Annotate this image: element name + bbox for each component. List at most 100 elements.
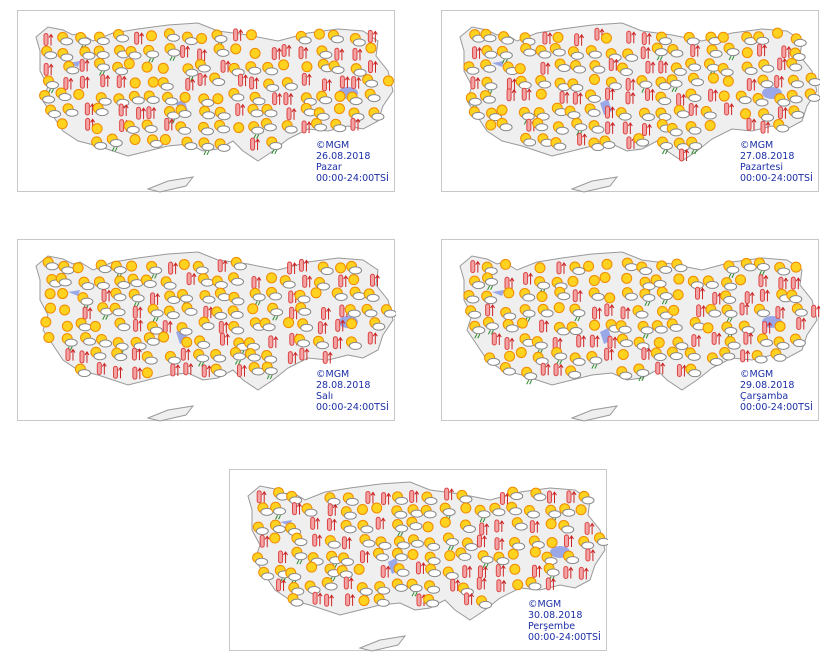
weather-icon bbox=[534, 276, 551, 294]
arrow bbox=[256, 276, 262, 289]
thermometer bbox=[380, 564, 386, 578]
weather-icon bbox=[632, 305, 649, 319]
weather-icon bbox=[345, 593, 356, 607]
thermometer bbox=[136, 106, 142, 120]
arrow bbox=[292, 351, 298, 364]
cloud bbox=[349, 266, 363, 275]
weather-icon bbox=[588, 137, 605, 152]
weather-icon bbox=[392, 518, 409, 537]
weather-icon bbox=[535, 74, 552, 89]
arrow bbox=[765, 289, 770, 302]
arrow bbox=[646, 347, 652, 360]
arrow bbox=[646, 32, 652, 45]
cloud bbox=[394, 510, 408, 519]
thermometer bbox=[531, 564, 537, 578]
weather-icon bbox=[685, 57, 702, 72]
arrow bbox=[105, 74, 111, 87]
arrow bbox=[552, 491, 557, 504]
cloud bbox=[82, 51, 96, 60]
thermometer bbox=[183, 362, 189, 376]
cloud bbox=[362, 539, 376, 548]
weather-icon bbox=[97, 302, 114, 320]
weather-icon bbox=[196, 32, 208, 44]
cloud bbox=[588, 50, 602, 59]
sun bbox=[600, 32, 612, 44]
cloud bbox=[184, 37, 198, 46]
weather-icon bbox=[622, 48, 639, 62]
weather-icon bbox=[554, 286, 571, 301]
arrow bbox=[118, 366, 123, 379]
cloud bbox=[114, 353, 128, 362]
cloud bbox=[625, 53, 639, 62]
weather-icon bbox=[317, 321, 328, 335]
weather-icon bbox=[439, 516, 451, 528]
weather-icon bbox=[198, 93, 215, 107]
arrow bbox=[139, 32, 145, 45]
cloud bbox=[230, 310, 244, 319]
weather-icon bbox=[364, 88, 381, 103]
thermometer bbox=[276, 578, 282, 592]
rain bbox=[479, 518, 486, 523]
weather-icon bbox=[193, 348, 210, 367]
thermometer bbox=[585, 548, 591, 562]
weather-icon bbox=[349, 286, 366, 301]
cloud bbox=[314, 123, 328, 132]
weather-icon bbox=[57, 31, 74, 46]
arrow bbox=[48, 33, 54, 46]
cloud bbox=[149, 326, 163, 335]
weather-icon bbox=[79, 75, 90, 89]
weather-icon bbox=[375, 536, 392, 550]
arrow bbox=[594, 335, 600, 348]
cloud bbox=[639, 80, 653, 89]
cloud bbox=[553, 142, 567, 151]
weather-icon bbox=[147, 76, 159, 88]
cloud bbox=[150, 309, 164, 318]
weather-icon bbox=[636, 75, 653, 93]
thermometer bbox=[563, 566, 569, 580]
cloud bbox=[316, 282, 330, 291]
weather-icon bbox=[118, 103, 129, 117]
cloud bbox=[298, 307, 312, 316]
cloud bbox=[483, 64, 497, 73]
weather-icon bbox=[393, 563, 410, 577]
thermometer bbox=[132, 305, 138, 319]
cloud bbox=[502, 367, 516, 376]
weather-icon bbox=[546, 537, 558, 549]
weather-icon bbox=[724, 336, 741, 350]
cloud bbox=[423, 510, 437, 519]
weather-icon bbox=[228, 272, 245, 286]
arrow bbox=[414, 490, 420, 503]
arrow bbox=[375, 274, 380, 287]
sun bbox=[123, 58, 135, 70]
weather-icon bbox=[786, 289, 803, 304]
weather-icon bbox=[133, 318, 144, 332]
cloud bbox=[509, 507, 523, 516]
weather-icon bbox=[288, 582, 305, 596]
weather-icon bbox=[345, 336, 362, 350]
cloud bbox=[294, 538, 308, 547]
cloud bbox=[77, 369, 91, 378]
caption-date: 30.08.2018 bbox=[528, 610, 583, 621]
arrow bbox=[475, 77, 481, 89]
weather-icon bbox=[666, 122, 683, 137]
cloud bbox=[197, 340, 211, 349]
weather-icon bbox=[424, 580, 441, 594]
thermometer bbox=[529, 520, 535, 534]
thermometer bbox=[711, 331, 717, 345]
arrow bbox=[277, 92, 283, 105]
arrow bbox=[609, 304, 615, 316]
cloud bbox=[569, 327, 583, 336]
thermometer bbox=[676, 363, 682, 377]
cloud bbox=[624, 292, 638, 301]
cloud bbox=[459, 495, 473, 504]
cloud bbox=[636, 368, 650, 377]
thermometer bbox=[180, 44, 186, 58]
cloud bbox=[792, 339, 806, 348]
cloud bbox=[98, 265, 112, 274]
arrow bbox=[255, 138, 261, 151]
thermometer bbox=[759, 288, 765, 302]
weather-icon bbox=[350, 63, 367, 77]
weather-icon bbox=[340, 506, 357, 520]
cyprus-outline bbox=[146, 405, 195, 422]
arrow bbox=[729, 103, 735, 116]
